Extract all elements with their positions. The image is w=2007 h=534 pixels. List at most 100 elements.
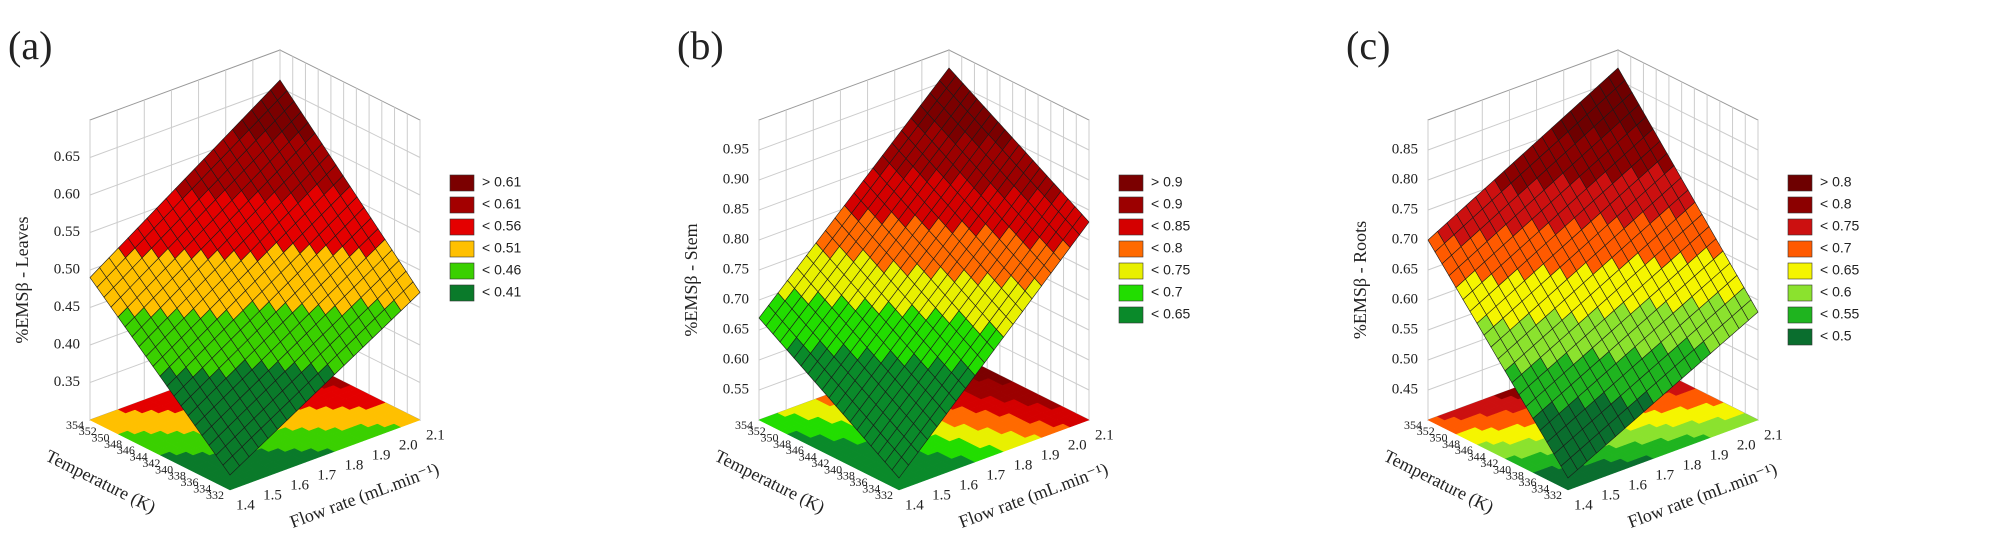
legend-swatch: [449, 284, 475, 302]
z-tick-label: 0.50: [54, 261, 80, 277]
z-tick-label: 0.45: [1392, 381, 1418, 397]
y-tick-label: 352: [79, 424, 97, 438]
surface-cell: [222, 455, 240, 476]
legend-label: < 0.8: [1820, 196, 1852, 212]
z-tick-label: 0.35: [54, 374, 80, 390]
y-tick-label: 344: [130, 450, 148, 464]
z-tick-label: 0.85: [723, 201, 749, 217]
legend-swatch: [1787, 174, 1813, 192]
y-tick-label: 348: [1442, 437, 1460, 451]
x-tick-label: 1.7: [317, 467, 336, 483]
y-tick-label: 344: [799, 450, 817, 464]
legend-label: < 0.41: [482, 284, 522, 300]
legend-label: < 0.6: [1820, 284, 1852, 300]
y-tick-label: 346: [786, 443, 804, 457]
y-tick-label: 350: [1429, 430, 1447, 444]
legend-label: > 0.9: [1151, 174, 1183, 190]
legend-swatch: [449, 174, 475, 192]
z-tick-label: 0.75: [723, 261, 749, 277]
y-tick-label: 338: [1506, 469, 1524, 483]
legend-swatch: [449, 262, 475, 280]
legend-swatch: [1787, 262, 1813, 280]
z-tick-label: 0.55: [1392, 321, 1418, 337]
y-tick-label: 334: [193, 481, 211, 495]
z-tick-label: 0.85: [1392, 141, 1418, 157]
legend-swatch: [1787, 196, 1813, 214]
legend-swatch: [1118, 240, 1144, 258]
x-tick-label: 1.6: [1628, 477, 1647, 493]
y-tick-label: 340: [155, 462, 173, 476]
legend-label: < 0.5: [1820, 328, 1852, 344]
x-axis-title: Flow rate (mL.min⁻¹): [956, 459, 1111, 533]
legend-swatch: [1787, 306, 1813, 324]
y-tick-label: 354: [1404, 418, 1422, 432]
legend-swatch: [1118, 196, 1144, 214]
x-tick-label: 1.5: [263, 487, 282, 503]
y-tick-label: 334: [862, 481, 880, 495]
legend-label: < 0.61: [482, 196, 522, 212]
z-tick-label: 0.90: [723, 171, 749, 187]
legend-label: < 0.75: [1151, 262, 1191, 278]
panel: 0.55 0.60 0.65 0.70 0.75 0.80 0.85 0.90 0.95 1.4 1…: [677, 23, 1191, 533]
y-tick-label: 332: [206, 488, 224, 502]
y-tick-label: 352: [1417, 424, 1435, 438]
y-tick-label: 348: [104, 437, 122, 451]
x-tick-label: 1.8: [1683, 457, 1702, 473]
z-tick-label: 0.70: [1392, 231, 1418, 247]
z-tick-label: 0.60: [1392, 291, 1418, 307]
y-tick-label: 352: [748, 424, 766, 438]
legend-label: < 0.65: [1151, 306, 1191, 322]
y-tick-label: 354: [735, 418, 753, 432]
panel-label: (b): [677, 23, 724, 68]
legend-swatch: [1787, 240, 1813, 258]
z-axis-title: %EMSβ - Roots: [1350, 221, 1370, 339]
legend-label: < 0.51: [482, 240, 522, 256]
legend-label: < 0.85: [1151, 218, 1191, 234]
legend-label: < 0.75: [1820, 218, 1860, 234]
x-tick-label: 1.9: [372, 447, 391, 463]
y-tick-label: 340: [1493, 462, 1511, 476]
y-tick-label: 346: [1455, 443, 1473, 457]
panel: 0.45 0.50 0.55 0.60 0.65 0.70 0.75 0.80 0.85 1.4 1…: [1346, 23, 1860, 533]
x-tick-label: 2.0: [399, 437, 418, 453]
x-tick-label: 2.1: [1764, 427, 1783, 443]
y-tick-label: 350: [760, 430, 778, 444]
z-tick-label: 0.60: [54, 186, 80, 202]
y-tick-label: 344: [1468, 450, 1486, 464]
y-tick-label: 338: [168, 469, 186, 483]
y-tick-label: 332: [875, 488, 893, 502]
panel-label: (c): [1346, 23, 1390, 68]
x-tick-label: 1.4: [1574, 497, 1593, 513]
y-tick-label: 336: [850, 475, 868, 489]
x-axis-title: Flow rate (mL.min⁻¹): [287, 459, 442, 533]
x-tick-label: 1.5: [1601, 487, 1620, 503]
legend-swatch: [449, 218, 475, 236]
x-axis-title: Flow rate (mL.min⁻¹): [1625, 459, 1780, 533]
z-tick-label: 0.60: [723, 351, 749, 367]
legend-swatch: [1787, 284, 1813, 302]
y-tick-label: 336: [181, 475, 199, 489]
x-tick-label: 1.8: [1014, 457, 1033, 473]
x-tick-label: 1.7: [986, 467, 1005, 483]
x-tick-label: 1.8: [345, 457, 364, 473]
y-tick-label: 342: [142, 456, 160, 470]
z-tick-label: 0.80: [723, 231, 749, 247]
y-tick-label: 338: [837, 469, 855, 483]
y-tick-label: 342: [811, 456, 829, 470]
y-tick-label: 340: [824, 462, 842, 476]
y-tick-label: 342: [1480, 456, 1498, 470]
z-tick-label: 0.65: [723, 321, 749, 337]
y-tick-label: 354: [66, 418, 84, 432]
x-tick-label: 1.6: [290, 477, 309, 493]
legend-label: < 0.9: [1151, 196, 1183, 212]
legend-label: > 0.61: [482, 174, 522, 190]
x-tick-label: 1.4: [905, 497, 924, 513]
z-tick-label: 0.65: [54, 149, 80, 165]
z-tick-label: 0.80: [1392, 171, 1418, 187]
y-tick-label: 350: [91, 430, 109, 444]
surface-cell: [1560, 457, 1578, 479]
z-tick-label: 0.55: [723, 381, 749, 397]
z-axis-title: %EMSβ - Leaves: [12, 216, 32, 343]
x-tick-label: 2.1: [1095, 427, 1114, 443]
